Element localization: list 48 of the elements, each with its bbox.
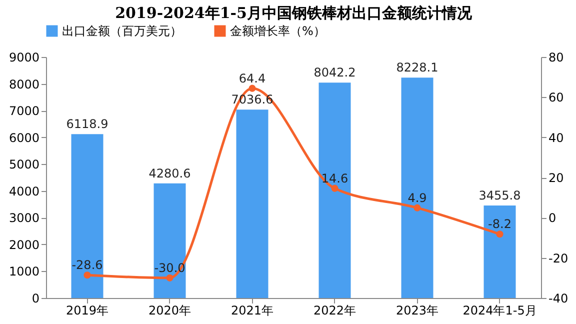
y-tick-label: 9000: [8, 50, 40, 64]
point: [84, 272, 91, 279]
x-tick-label: 2023年: [396, 304, 439, 318]
y2-tick-label: 20: [548, 171, 564, 185]
y-tick-label: 4000: [8, 184, 40, 198]
data-label: 4280.6: [148, 166, 191, 180]
point: [248, 84, 256, 92]
y2-tick-label: 60: [548, 90, 564, 105]
data-label: 6118.9: [66, 117, 108, 132]
y-tick-label: 1000: [8, 264, 40, 279]
point: [331, 184, 338, 192]
bar: [318, 82, 351, 298]
legend-label: 金额增长率（%）: [230, 24, 326, 38]
legend-label: 出口金额（百万美元）: [62, 24, 182, 38]
y2-tick-label: 0: [548, 211, 556, 226]
y2-tick-label: -20: [548, 251, 568, 266]
y-tick-label: 6000: [8, 130, 40, 145]
y-tick-label: 3000: [8, 211, 40, 226]
point: [166, 274, 174, 282]
y2-tick-label: 80: [548, 50, 564, 64]
data-label: -28.6: [72, 258, 103, 272]
x-tick-label: 2020年: [148, 304, 192, 318]
x-tick-label: 2021年: [230, 304, 274, 318]
y-tick-label: 0: [32, 292, 40, 306]
bar: [154, 183, 186, 298]
bar: [71, 134, 104, 298]
y-tick-label: 8000: [8, 77, 40, 92]
data-label: 8228.1: [396, 60, 438, 75]
bar: [401, 78, 434, 298]
x-tick-label: 2019年: [66, 304, 109, 318]
point: [496, 230, 504, 238]
data-label: 3455.8: [478, 188, 521, 202]
data-label: -8.2: [488, 217, 512, 232]
data-label: 8042.2: [314, 66, 356, 80]
y-tick-label: 7000: [8, 104, 40, 118]
y-tick-label: 2000: [8, 238, 40, 252]
point: [414, 204, 421, 212]
data-label: 64.4: [238, 71, 266, 86]
y2-tick-label: -40: [548, 292, 568, 306]
y-tick-label: 5000: [8, 158, 40, 172]
bar: [484, 205, 516, 298]
x-tick-label: 2024年1-5月: [462, 304, 537, 318]
x-tick-label: 2022年: [313, 304, 356, 318]
y2-tick-label: 40: [548, 130, 564, 145]
data-label: 14.6: [321, 171, 348, 186]
data-label: 4.9: [408, 190, 427, 205]
chart-title: 2019-2024年1-5月中国钢铁棒材出口金额统计情况: [115, 4, 473, 22]
bar: [236, 110, 268, 298]
